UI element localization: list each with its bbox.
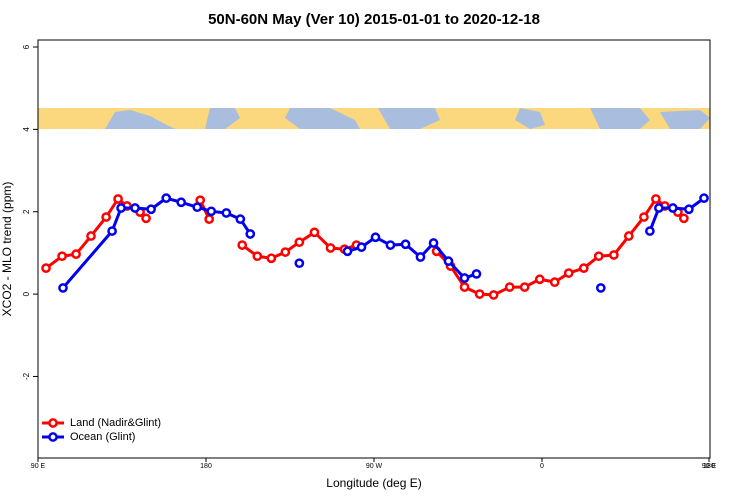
- data-point: [221, 208, 232, 218]
- data-point: [428, 238, 439, 248]
- x-tick-label: 180: [703, 463, 715, 470]
- data-point: [593, 251, 604, 262]
- y-tick-label: 0: [22, 291, 31, 296]
- data-point: [235, 214, 246, 224]
- data-point: [266, 253, 277, 264]
- data-point: [549, 277, 560, 288]
- data-point: [176, 197, 187, 208]
- data-point: [245, 229, 256, 239]
- data-point: [356, 242, 367, 252]
- data-point: [309, 227, 320, 238]
- data-point: [206, 206, 217, 217]
- data-point: [204, 214, 215, 224]
- legend-marker: [48, 418, 58, 428]
- data-point: [534, 274, 545, 285]
- y-tick-label: 6: [22, 44, 31, 49]
- data-point: [71, 249, 81, 259]
- data-point: [578, 263, 589, 273]
- data-point: [237, 240, 248, 250]
- plot-frame: [37, 39, 711, 459]
- map-strip: [38, 108, 710, 129]
- legend-label: Ocean (Glint): [70, 431, 135, 443]
- x-tick-label: 90 W: [366, 463, 383, 470]
- y-tick-label: -2: [22, 372, 31, 380]
- data-point: [280, 247, 291, 257]
- data-point: [668, 203, 678, 213]
- data-point: [679, 213, 689, 224]
- data-point: [504, 282, 515, 292]
- data-point: [415, 252, 426, 262]
- data-point: [471, 269, 482, 279]
- data-point: [141, 213, 151, 224]
- x-tick-label: 0: [540, 463, 544, 470]
- data-point: [654, 203, 664, 213]
- data-point: [699, 193, 709, 203]
- x-axis-label: Longitude (deg E): [326, 476, 421, 490]
- data-point: [400, 239, 411, 250]
- data-point: [161, 193, 172, 203]
- data-point: [385, 240, 396, 250]
- data-point: [645, 226, 655, 236]
- data-point: [41, 263, 51, 273]
- data-point: [459, 273, 470, 283]
- legend-label: Land (Nadir&Glint): [70, 417, 161, 429]
- y-axis-label: XCO2 - MLO trend (ppm): [0, 182, 14, 317]
- x-tick-label: 180: [200, 463, 212, 470]
- data-point: [107, 226, 117, 236]
- data-point: [252, 251, 263, 262]
- data-point: [651, 194, 661, 204]
- data-point: [294, 237, 305, 248]
- data-point: [86, 231, 96, 241]
- data-point: [370, 232, 381, 243]
- data-point: [146, 204, 156, 215]
- data-point: [519, 282, 530, 292]
- data-point: [130, 203, 140, 213]
- data-point: [595, 283, 606, 293]
- x-tick-label: 90 E: [702, 463, 717, 470]
- y-tick-label: 4: [22, 127, 31, 132]
- legend-marker: [48, 432, 58, 442]
- data-point: [474, 289, 485, 299]
- data-point: [443, 256, 454, 266]
- chart-title: 50N-60N May (Ver 10) 2015-01-01 to 2020-…: [208, 11, 540, 28]
- series-line: [61, 196, 705, 289]
- data-point: [113, 194, 123, 204]
- x-tick-label: 90 E: [31, 463, 46, 470]
- data-point: [609, 250, 619, 260]
- map-ocean: [105, 108, 710, 129]
- data-point: [342, 246, 353, 257]
- data-point: [488, 290, 499, 300]
- data-point: [192, 202, 203, 213]
- data-point: [58, 283, 68, 293]
- y-tick-label: 2: [22, 209, 31, 214]
- data-point: [101, 212, 111, 222]
- data-point: [294, 258, 305, 269]
- data-point: [684, 204, 694, 215]
- data-point: [325, 243, 336, 253]
- data-point: [116, 203, 126, 213]
- data-point: [639, 212, 649, 222]
- data-point: [563, 268, 574, 278]
- data-point: [57, 251, 67, 262]
- data-point: [459, 282, 470, 292]
- data-point: [623, 231, 634, 241]
